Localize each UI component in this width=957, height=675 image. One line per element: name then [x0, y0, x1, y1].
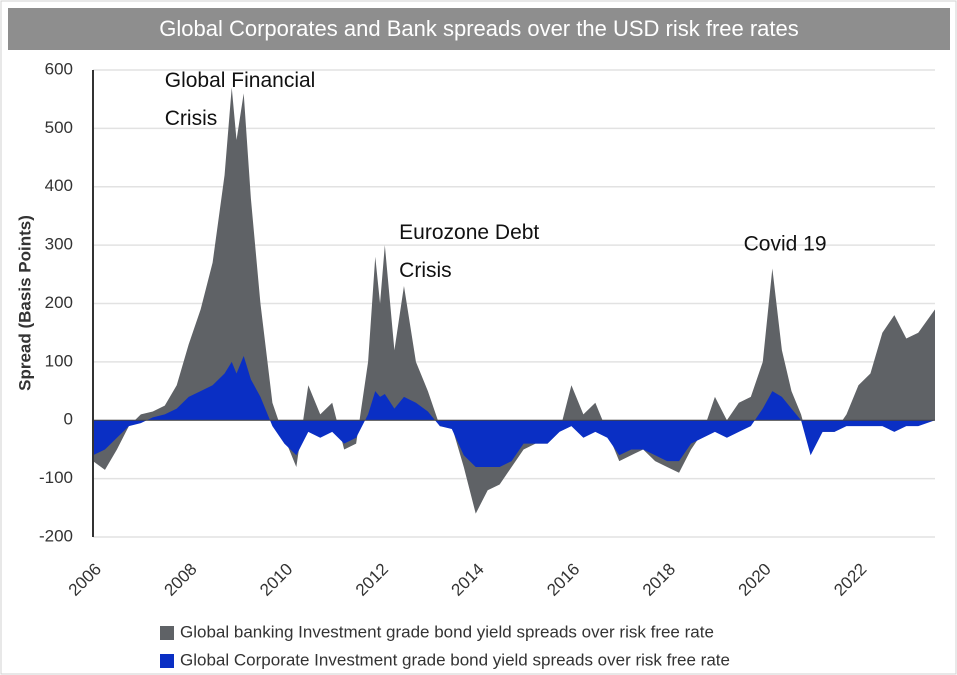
x-tick-label: 2012	[352, 560, 392, 600]
x-tick-label: 2006	[65, 560, 105, 600]
x-tick-label: 2022	[830, 560, 870, 600]
x-tick-label: 2014	[448, 560, 488, 600]
legend-swatch	[160, 654, 174, 668]
y-tick-label: -100	[39, 468, 73, 487]
y-tick-label: 400	[45, 176, 73, 195]
legend-label: Global Corporate Investment grade bond y…	[180, 650, 730, 669]
title-bar	[8, 8, 950, 50]
x-tick-label: 2008	[160, 560, 200, 600]
x-tick-label: 2018	[639, 560, 679, 600]
y-tick-label: 0	[64, 410, 73, 429]
annotation: Crisis	[399, 259, 452, 282]
area	[93, 356, 935, 467]
chart-title: Global Corporates and Bank spreads over …	[159, 16, 799, 41]
legend-label: Global banking Investment grade bond yie…	[180, 622, 714, 641]
x-tick-label: 2010	[256, 560, 296, 600]
y-tick-label: -200	[39, 526, 73, 545]
y-tick-label: 500	[45, 118, 73, 137]
x-tick-label: 2016	[543, 560, 583, 600]
annotation: Covid 19	[744, 233, 827, 256]
y-axis-label: Spread (Basis Points)	[15, 215, 34, 391]
y-tick-label: 300	[45, 235, 73, 254]
annotation: Eurozone Debt	[399, 221, 539, 244]
y-tick-label: 100	[45, 351, 73, 370]
annotation: Crisis	[165, 107, 218, 130]
x-tick-label: 2020	[735, 560, 775, 600]
y-tick-label: 200	[45, 293, 73, 312]
legend-swatch	[160, 626, 174, 640]
y-tick-label: 600	[45, 59, 73, 78]
annotation: Global Financial	[165, 69, 316, 92]
